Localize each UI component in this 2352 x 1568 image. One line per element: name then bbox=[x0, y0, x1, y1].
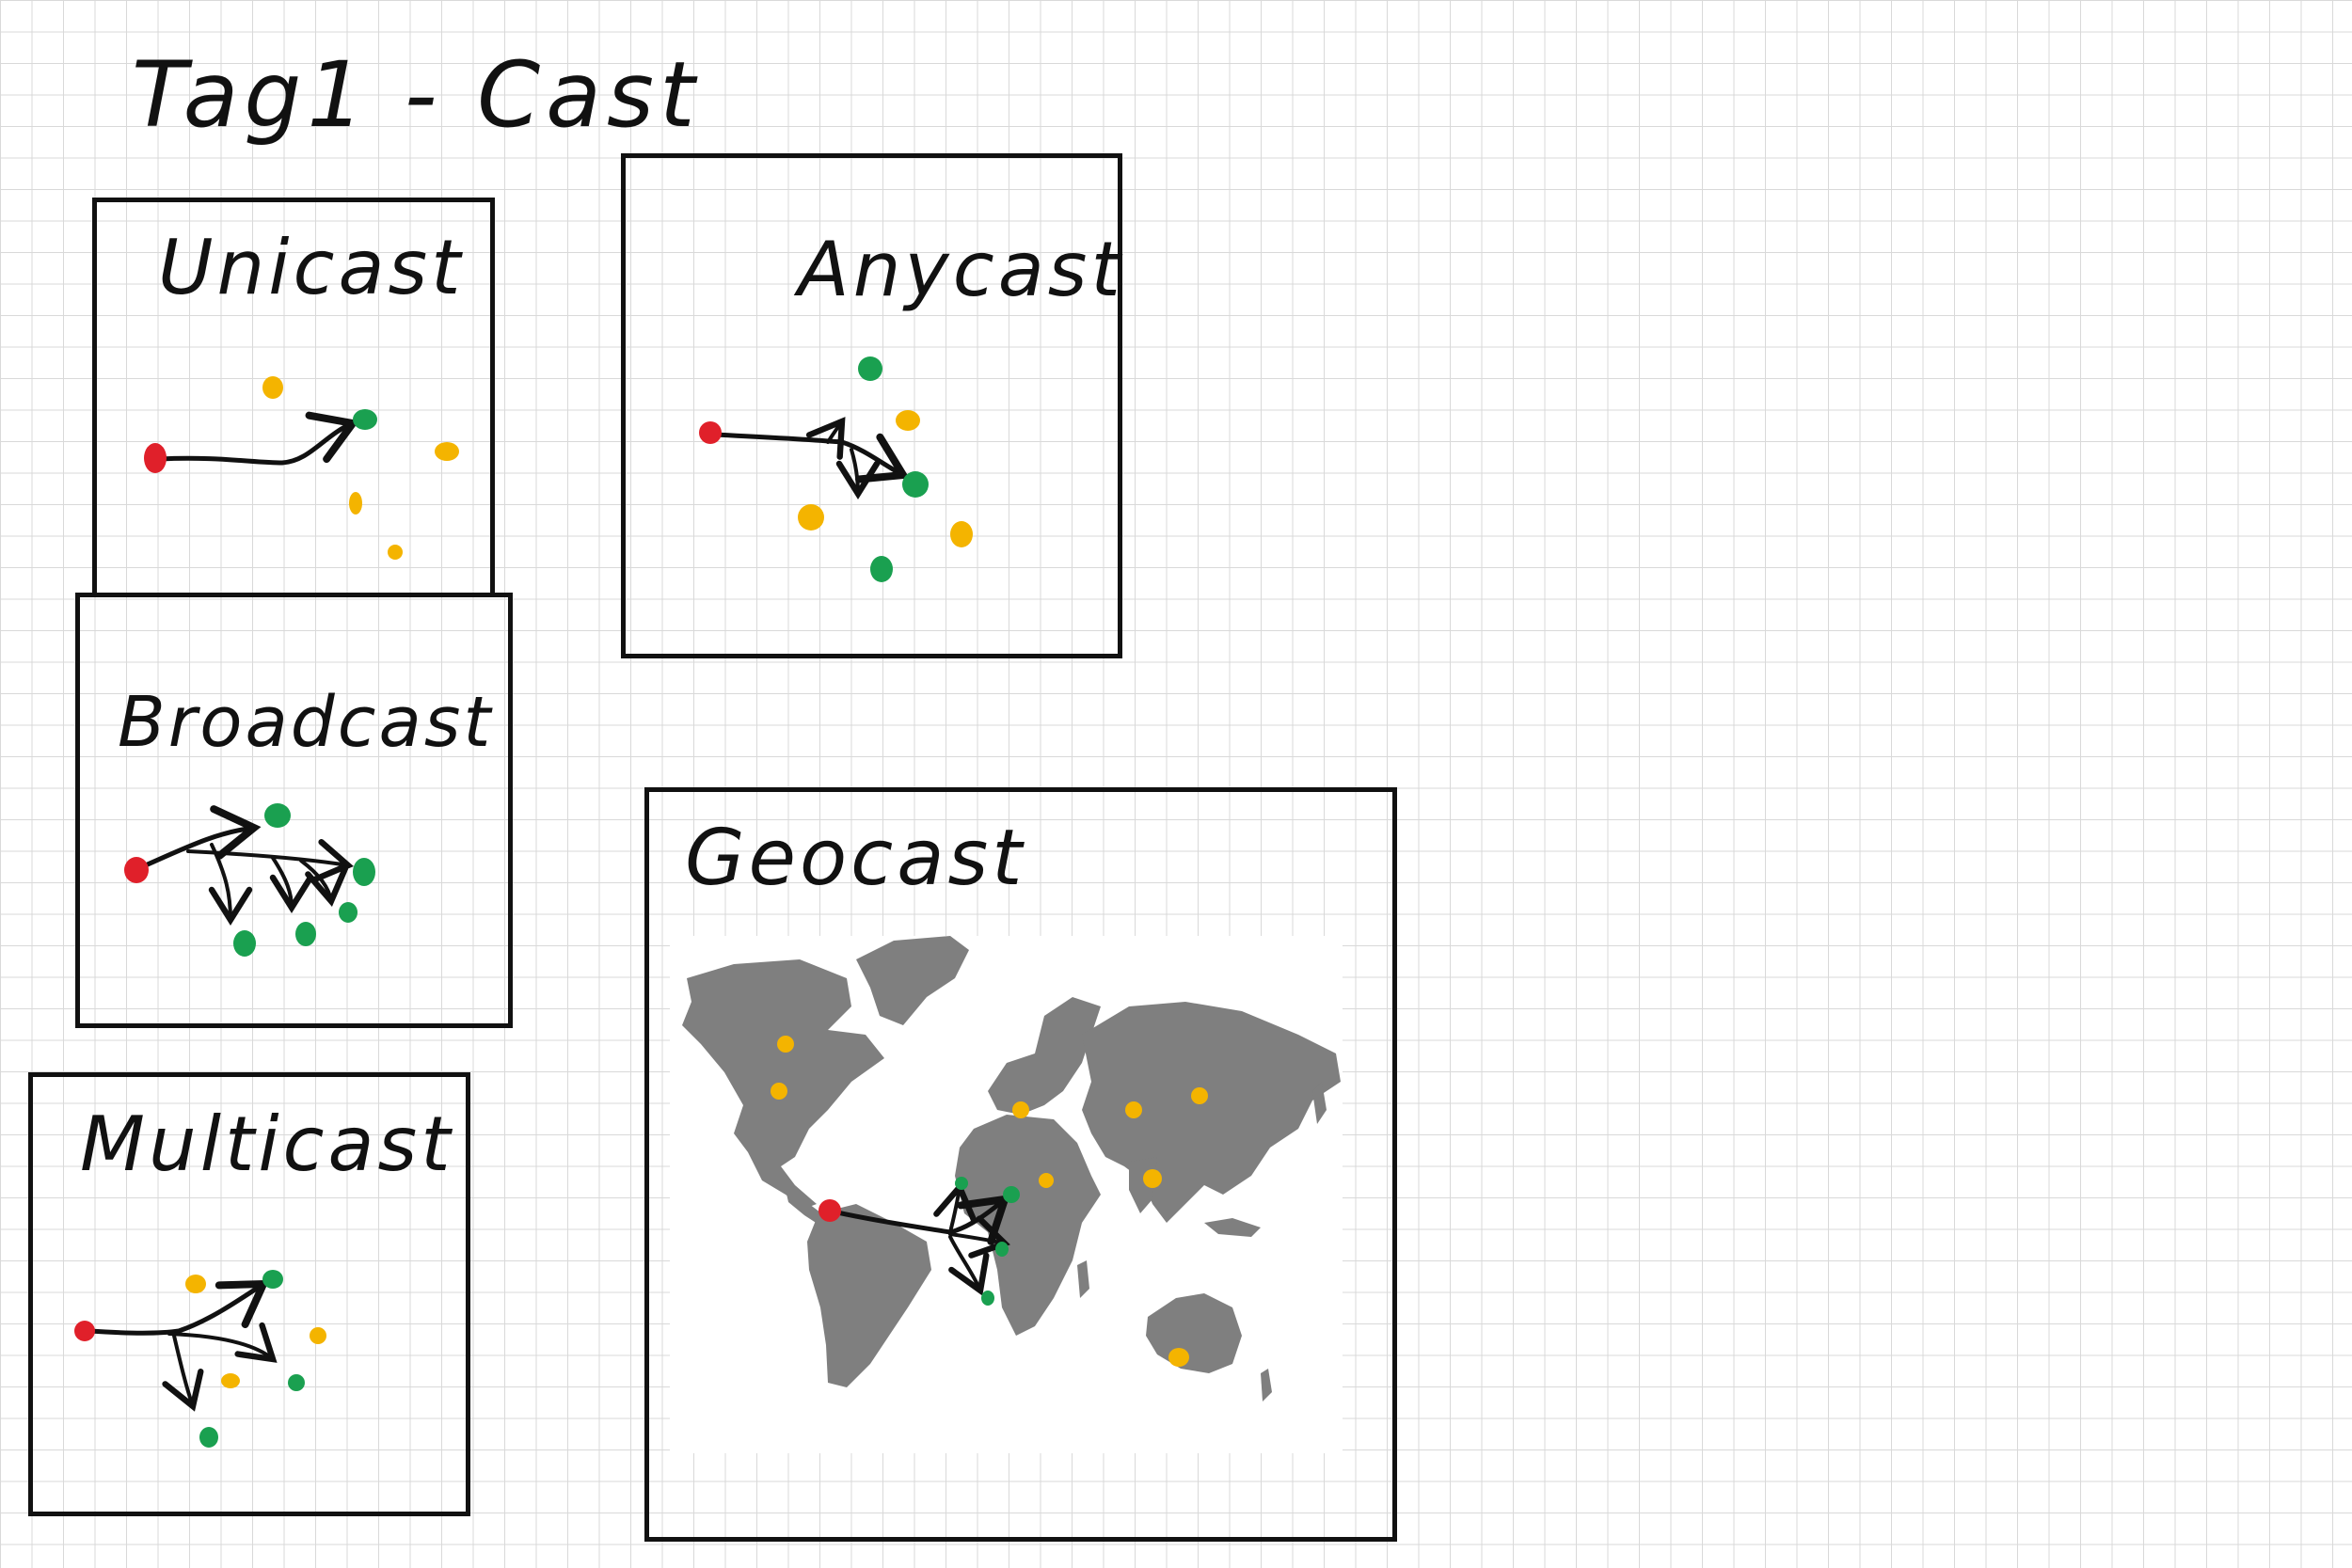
multicast-drawing bbox=[74, 1270, 326, 1448]
greenland-shape bbox=[856, 936, 969, 1025]
anycast-title: Anycast bbox=[798, 226, 1124, 313]
geocast-node-dot bbox=[1191, 1087, 1208, 1104]
geocast-arrow-up bbox=[933, 1181, 977, 1234]
anycast-receiver-dot bbox=[858, 356, 882, 381]
multicast-title: Multicast bbox=[80, 1101, 454, 1188]
unicast-sender-dot bbox=[144, 443, 167, 473]
multicast-arrow-right bbox=[167, 1322, 278, 1363]
anycast-arrow-branch-down bbox=[835, 448, 881, 500]
broadcast-receiver-dot bbox=[339, 902, 358, 923]
geocast-node-dot bbox=[1168, 1348, 1189, 1367]
unicast-arrow bbox=[157, 411, 360, 466]
broadcast-arrow-down-3 bbox=[299, 859, 349, 907]
asia-shape bbox=[1082, 1002, 1341, 1223]
geocast-arrow-main bbox=[830, 1195, 1010, 1245]
geocast-node-dot bbox=[777, 1036, 794, 1053]
page-title: Tag1 - Cast bbox=[132, 42, 701, 148]
multicast-receiver-dot bbox=[199, 1427, 218, 1448]
geocast-node-dot bbox=[1143, 1169, 1162, 1188]
broadcast-arrow-down-2 bbox=[269, 856, 314, 914]
unicast-node-dot bbox=[388, 545, 403, 560]
broadcast-receiver-dot bbox=[233, 930, 256, 957]
geocast-receiver-dot bbox=[995, 1242, 1009, 1257]
broadcast-sender-dot bbox=[124, 857, 149, 883]
broadcast-arrow-right bbox=[186, 838, 354, 882]
broadcast-panel bbox=[75, 593, 513, 1028]
new-zealand-shape bbox=[1261, 1369, 1272, 1402]
madagascar-shape bbox=[1077, 1260, 1089, 1298]
multicast-node-dot bbox=[310, 1327, 326, 1344]
anycast-node-dot bbox=[798, 504, 824, 531]
geocast-panel bbox=[644, 787, 1397, 1542]
unicast-receiver-dot bbox=[353, 409, 377, 430]
anycast-receiver-dot bbox=[870, 556, 893, 582]
geocast-title: Geocast bbox=[685, 814, 1026, 903]
africa-shape bbox=[955, 1115, 1101, 1336]
australia-shape bbox=[1146, 1293, 1242, 1373]
world-map bbox=[682, 936, 1341, 1402]
geocast-receiver-dot bbox=[1003, 1186, 1020, 1203]
anycast-node-dot bbox=[896, 410, 920, 431]
geocast-sender-dot bbox=[818, 1199, 841, 1222]
unicast-node-dot bbox=[349, 492, 362, 515]
multicast-receiver-dot bbox=[288, 1374, 305, 1391]
broadcast-arrow-main bbox=[138, 805, 262, 870]
japan-shape bbox=[1312, 1082, 1327, 1124]
multicast-receiver-dot bbox=[262, 1270, 283, 1289]
unicast-node-dot bbox=[435, 442, 459, 461]
multicast-node-dot bbox=[221, 1373, 240, 1388]
geocast-node-dot bbox=[1039, 1173, 1054, 1188]
south-america-shape bbox=[807, 1204, 931, 1387]
geocast-drawing bbox=[771, 1036, 1208, 1367]
anycast-drawing bbox=[699, 356, 973, 582]
europe-shape bbox=[988, 997, 1101, 1115]
unicast-drawing bbox=[144, 376, 459, 560]
broadcast-drawing bbox=[124, 803, 375, 957]
multicast-sender-dot bbox=[74, 1321, 95, 1341]
multicast-node-dot bbox=[185, 1275, 206, 1293]
multicast-panel bbox=[28, 1072, 470, 1516]
broadcast-receiver-dot bbox=[295, 922, 316, 946]
unicast-title: Unicast bbox=[158, 224, 465, 311]
broadcast-receiver-dot bbox=[353, 858, 375, 886]
anycast-node-dot bbox=[950, 521, 973, 547]
unicast-node-dot bbox=[262, 376, 283, 399]
broadcast-receiver-dot bbox=[264, 803, 291, 828]
geocast-receiver-dot bbox=[955, 1177, 968, 1190]
broadcast-title: Broadcast bbox=[118, 682, 494, 763]
geocast-receiver-dot bbox=[981, 1291, 994, 1306]
broadcast-arrow-down-1 bbox=[208, 843, 253, 927]
geocast-node-dot bbox=[771, 1083, 787, 1100]
multicast-arrow-main bbox=[87, 1279, 270, 1336]
anycast-receiver-dot bbox=[902, 471, 929, 498]
anycast-sender-dot bbox=[699, 421, 722, 444]
anycast-arrow-branch-up bbox=[805, 417, 846, 460]
geocast-node-dot bbox=[1125, 1101, 1142, 1118]
geocast-node-dot bbox=[1012, 1101, 1029, 1118]
indonesia-shape bbox=[1204, 1218, 1261, 1237]
anycast-arrow-main bbox=[712, 432, 910, 483]
anycast-panel bbox=[621, 153, 1122, 658]
geocast-arrow-down bbox=[948, 1235, 990, 1296]
multicast-arrow-down bbox=[162, 1334, 204, 1412]
